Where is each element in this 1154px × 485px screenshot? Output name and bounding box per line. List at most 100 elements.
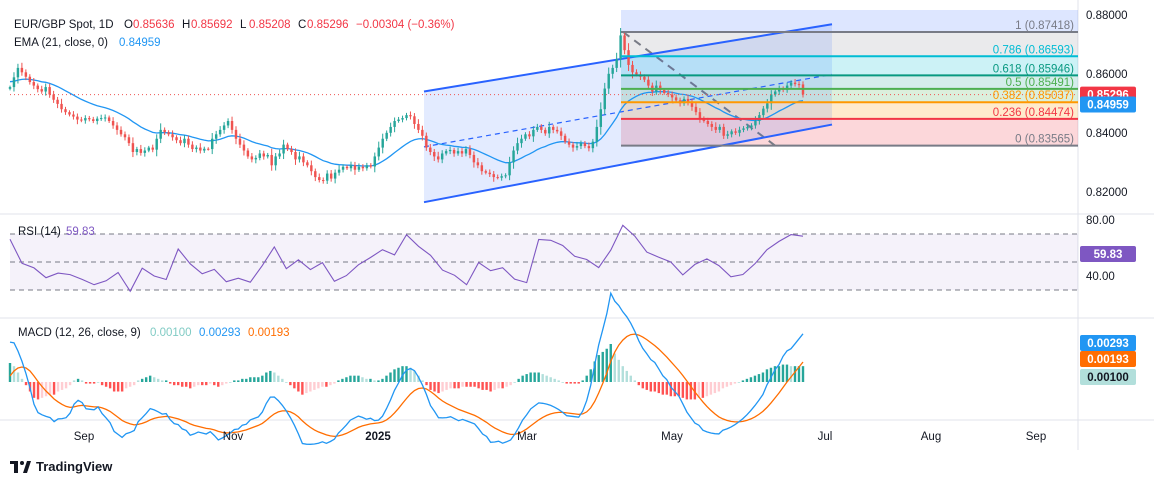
macd-hist-bar [144,377,148,382]
macd-value-tag: 0.00293 [1087,338,1129,350]
macd-hist-bar [64,382,68,389]
candle-body [472,154,476,163]
candle-body [127,137,131,144]
candle-body [595,126,599,142]
candle-body [325,173,329,181]
ema-line [9,78,804,167]
macd-hist-bar [525,374,528,382]
macd-hist-bar [421,380,424,382]
macd-hist-bar [377,380,380,382]
candle-body [718,126,721,130]
candle-body [250,156,254,160]
macd-hist-bar [48,382,52,395]
macd-hist-bar [613,353,616,382]
macd-hist-bar [645,382,649,390]
candle-body [607,73,610,89]
candle-body [139,149,143,153]
macd-hist-bar [469,382,472,387]
candle-body [214,134,218,139]
channel-lower-line[interactable] [423,123,833,204]
rsi-label: RSI (14) [18,226,61,238]
candle-body [183,138,186,144]
candle-body [361,166,365,169]
candle-body [540,126,543,130]
candle-body [492,174,495,178]
candle-body [306,162,309,166]
fib-level-label: 0.786 (0.86593) [993,44,1074,56]
macd-hist-bar [477,382,480,389]
y-tick-label: 0.82000 [1086,187,1128,199]
candle-body [60,103,63,110]
macd-hist-bar [709,382,713,395]
candle-body [314,171,317,178]
macd-hist-bar [217,382,220,387]
macd-hist-bar [489,382,492,392]
macd-hist-bar [120,382,124,392]
candle-body [16,67,20,78]
candle-body [579,143,583,147]
macd-hist-bar [241,378,244,382]
candle-body [302,156,305,163]
candle-body [575,146,579,148]
candle-body [96,118,99,122]
candle-body [635,72,638,75]
macd-hist-bar [357,375,360,382]
legend-ohlc-value: 0.85296 [307,19,349,31]
candle-body [64,109,67,113]
candle-body [80,119,83,121]
candle-body [32,82,36,86]
macd-hist-bar [317,382,320,389]
macd-hist-bar [281,378,284,382]
candle-body [199,147,202,151]
macd-hist-bar [701,382,705,398]
candle-body [226,121,230,126]
candle-body [627,50,630,65]
macd-hist-bar [293,382,296,389]
macd-hist-bar [201,382,204,386]
candle-body [484,171,488,173]
candle-body [544,129,547,134]
macd-hist-bar [257,377,260,382]
candle-body [175,137,178,141]
candle-body [738,129,741,133]
fib-level-label: 0.618 (0.85946) [993,63,1074,75]
candle-body [500,176,503,178]
macd-hist-bar [301,382,304,395]
candle-body [742,128,745,130]
macd-hist-bar [801,366,805,382]
macd-hist-bar [40,382,44,398]
macd-hist-bar [173,382,176,386]
candle-body [405,115,408,119]
candle-body [278,153,281,157]
candle-body [274,156,277,166]
fib-level-label: 0 (0.83565) [1015,134,1074,146]
candle-body [746,126,749,129]
macd-hist-bar [181,382,184,387]
macd-hist-bar [56,382,60,392]
candle-body [583,143,587,147]
macd-hist-bar [641,382,644,389]
macd-hist-bar [321,382,324,387]
macd-hist-bar [221,382,224,386]
candle-body [793,82,797,85]
candle-body [377,147,380,157]
macd-hist-bar [369,378,372,382]
macd-hist-bar [132,382,136,386]
macd-hist-bar [649,382,653,392]
candle-body [710,123,714,127]
rsi-value: 59.83 [66,226,95,238]
macd-hist-bar [313,382,316,390]
ema-price-tag-bg [1080,96,1136,113]
candle-body [722,126,725,136]
macd-hist-bar [537,372,540,382]
rsi-line [9,224,804,293]
tradingview-logo[interactable]: TradingView [10,459,112,474]
candle-body [508,162,511,176]
macd-hist-bar [593,361,596,382]
macd-hist-bar [353,375,356,382]
candle-body [191,144,194,150]
candle-body [690,101,694,107]
macd-hist-bar [68,382,72,386]
macd-hist-bar [761,372,765,382]
